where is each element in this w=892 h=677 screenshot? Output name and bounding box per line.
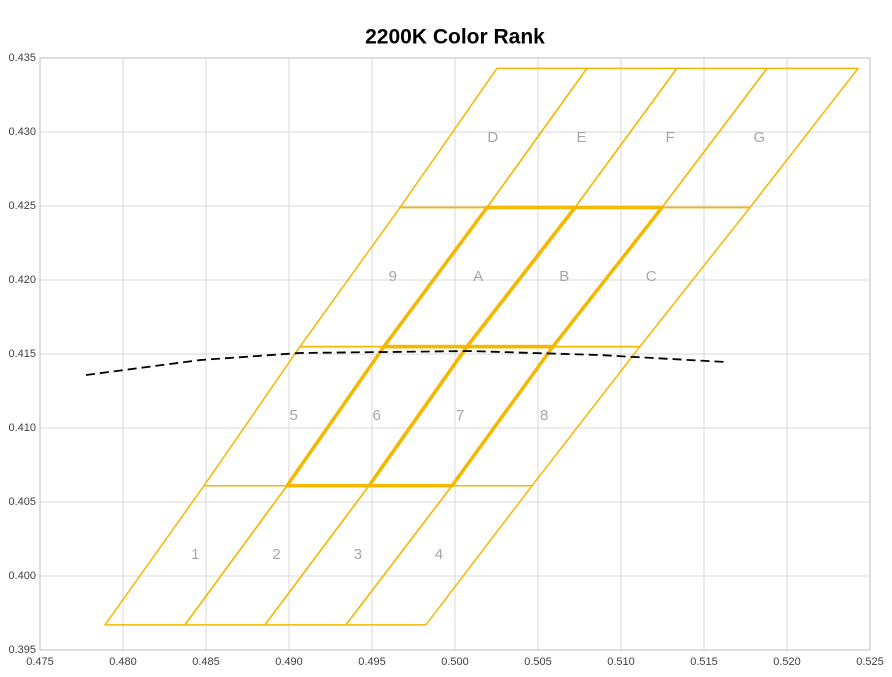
x-tick-label: 0.505 xyxy=(524,656,552,668)
plot-frame xyxy=(39,57,871,651)
bin-label: A xyxy=(473,268,483,285)
bin-outline xyxy=(661,67,859,209)
y-tick-label: 0.420 xyxy=(8,274,36,286)
y-tick-label: 0.410 xyxy=(8,422,36,434)
x-tick-label: 0.480 xyxy=(109,656,137,668)
bin-outline xyxy=(465,205,664,349)
bin-label: 1 xyxy=(191,546,199,563)
x-tick-label: 0.475 xyxy=(26,656,54,668)
y-tick-label: 0.430 xyxy=(8,126,36,138)
y-tick-label: 0.435 xyxy=(8,52,36,64)
x-tick-label: 0.490 xyxy=(275,656,303,668)
bin-label: 4 xyxy=(435,546,443,563)
x-tick-label: 0.495 xyxy=(358,656,386,668)
bin-label: 2 xyxy=(272,546,280,563)
y-tick-label: 0.415 xyxy=(8,348,36,360)
bin-label: 7 xyxy=(456,407,464,424)
bin-label: C xyxy=(646,268,657,285)
x-tick-label: 0.525 xyxy=(856,656,884,668)
chart-title: 2200K Color Rank xyxy=(365,26,545,49)
bin-label: B xyxy=(559,268,569,285)
locus-line xyxy=(85,350,726,376)
y-tick-label: 0.405 xyxy=(8,496,36,508)
bin-label: E xyxy=(576,129,586,146)
y-tick-label: 0.425 xyxy=(8,200,36,212)
bin-label: 9 xyxy=(389,268,397,285)
bin-label: G xyxy=(753,129,765,146)
bin-label: 8 xyxy=(540,407,548,424)
x-tick-label: 0.515 xyxy=(690,656,718,668)
x-tick-label: 0.520 xyxy=(773,656,801,668)
bin-label: 3 xyxy=(354,546,362,563)
bin-label: F xyxy=(666,129,675,146)
y-tick-label: 0.400 xyxy=(8,570,36,582)
bin-label: 6 xyxy=(373,407,381,424)
bin-label: 5 xyxy=(290,407,298,424)
y-tick-label: 0.395 xyxy=(8,644,36,656)
x-tick-label: 0.500 xyxy=(441,656,469,668)
bin-label: D xyxy=(487,129,498,146)
x-tick-label: 0.510 xyxy=(607,656,635,668)
x-tick-label: 0.485 xyxy=(192,656,220,668)
